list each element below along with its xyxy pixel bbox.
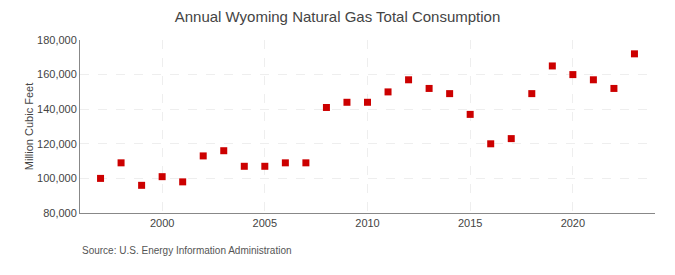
svg-text:Source: U.S. Energy Informatio: Source: U.S. Energy Information Administ…: [82, 245, 292, 256]
svg-text:160,000: 160,000: [37, 68, 77, 80]
svg-text:120,000: 120,000: [37, 138, 77, 150]
svg-text:2005: 2005: [253, 217, 277, 229]
svg-text:Annual Wyoming Natural Gas Tot: Annual Wyoming Natural Gas Total Consump…: [175, 8, 501, 25]
svg-text:2015: 2015: [458, 217, 482, 229]
svg-text:140,000: 140,000: [37, 103, 77, 115]
svg-text:Million Cubic Feet: Million Cubic Feet: [23, 83, 35, 170]
svg-text:80,000: 80,000: [43, 207, 77, 219]
svg-text:2010: 2010: [355, 217, 379, 229]
svg-text:180,000: 180,000: [37, 34, 77, 46]
svg-text:2020: 2020: [561, 217, 585, 229]
svg-text:100,000: 100,000: [37, 172, 77, 184]
svg-text:2000: 2000: [150, 217, 174, 229]
